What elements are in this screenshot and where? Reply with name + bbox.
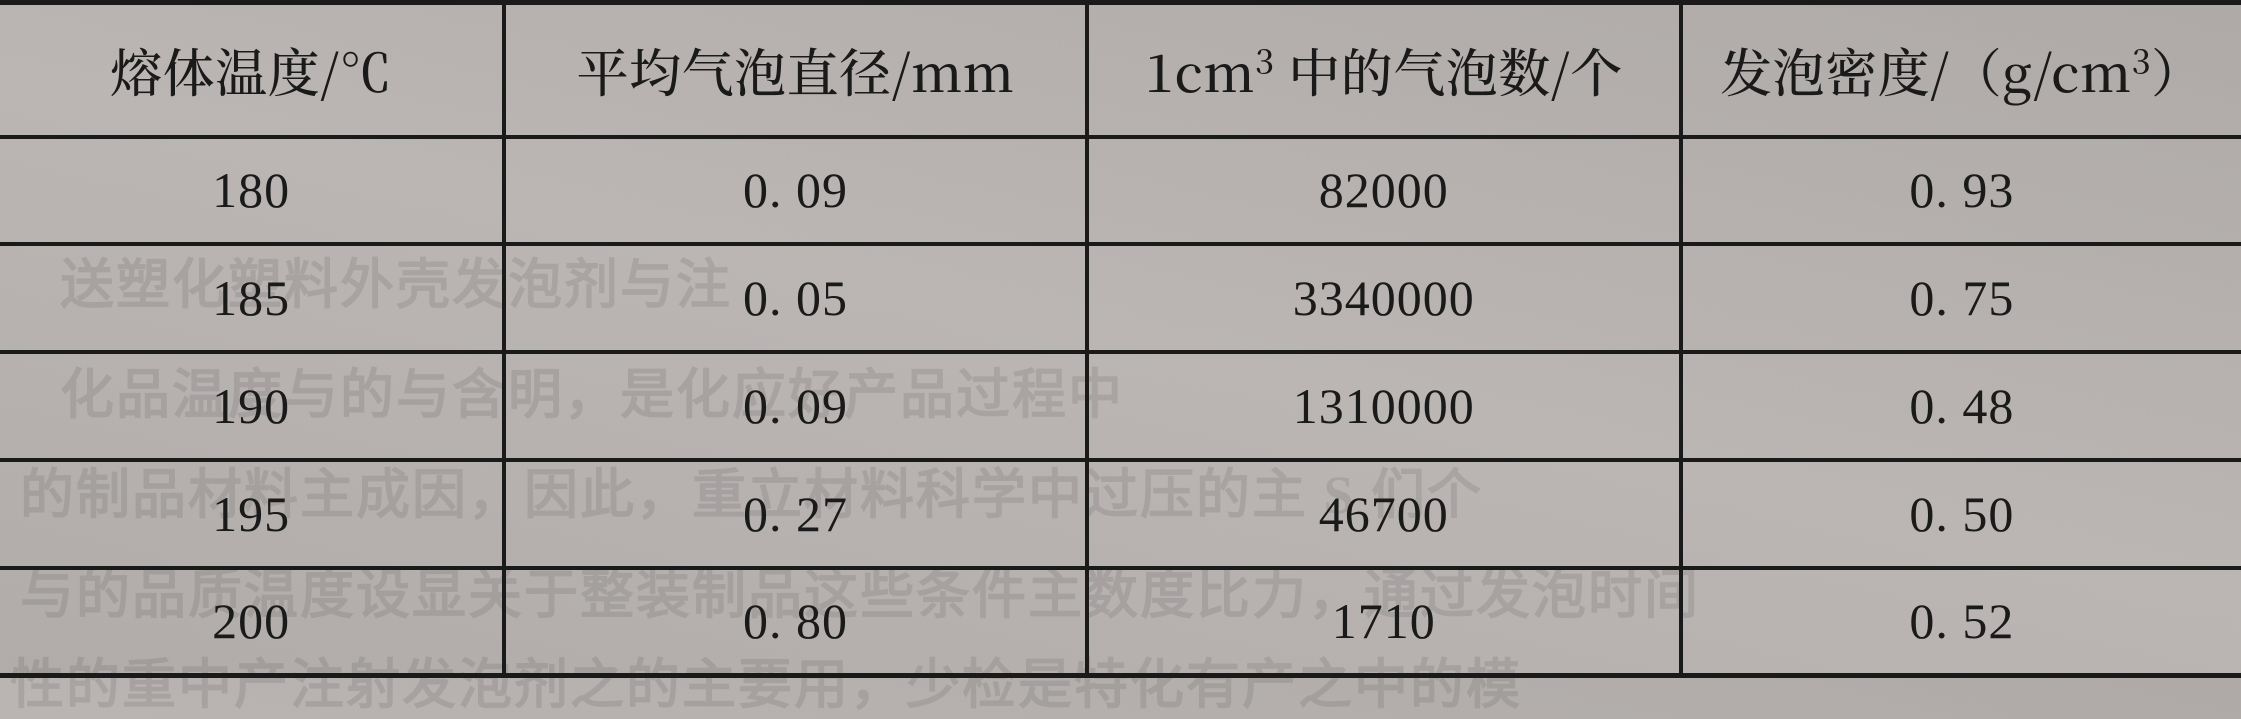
header-bubble-diameter: 平均气泡直径/mm — [504, 3, 1087, 137]
header-melt-temp: 熔体温度/℃ — [0, 3, 504, 137]
header-foam-density: 发泡密度/（g/cm3） — [1681, 3, 2241, 137]
table-cell: 200 — [0, 568, 504, 676]
table-row: 1850. 0533400000. 75 — [0, 244, 2241, 352]
table-cell: 82000 — [1087, 137, 1681, 245]
table-cell: 185 — [0, 244, 504, 352]
table-cell: 46700 — [1087, 460, 1681, 568]
table-cell: 0. 75 — [1681, 244, 2241, 352]
table-row: 1950. 27467000. 50 — [0, 460, 2241, 568]
table-body: 1800. 09820000. 931850. 0533400000. 7519… — [0, 137, 2241, 676]
table-cell: 190 — [0, 352, 504, 460]
header-row: 熔体温度/℃ 平均气泡直径/mm 1cm3 中的气泡数/个 发泡密度/（g/cm… — [0, 3, 2241, 137]
table-cell: 0. 80 — [504, 568, 1087, 676]
table-cell: 0. 50 — [1681, 460, 2241, 568]
table-cell: 195 — [0, 460, 504, 568]
table-cell: 180 — [0, 137, 504, 245]
table-cell: 1710 — [1087, 568, 1681, 676]
table-row: 1800. 09820000. 93 — [0, 137, 2241, 245]
table-cell: 0. 09 — [504, 352, 1087, 460]
table-cell: 0. 52 — [1681, 568, 2241, 676]
table-cell: 1310000 — [1087, 352, 1681, 460]
foam-properties-table: 熔体温度/℃ 平均气泡直径/mm 1cm3 中的气泡数/个 发泡密度/（g/cm… — [0, 0, 2241, 678]
table-cell: 0. 05 — [504, 244, 1087, 352]
header-bubble-count: 1cm3 中的气泡数/个 — [1087, 3, 1681, 137]
table-cell: 3340000 — [1087, 244, 1681, 352]
table-cell: 0. 09 — [504, 137, 1087, 245]
table-row: 1900. 0913100000. 48 — [0, 352, 2241, 460]
table-cell: 0. 48 — [1681, 352, 2241, 460]
table-cell: 0. 27 — [504, 460, 1087, 568]
table-row: 2000. 8017100. 52 — [0, 568, 2241, 676]
table-cell: 0. 93 — [1681, 137, 2241, 245]
